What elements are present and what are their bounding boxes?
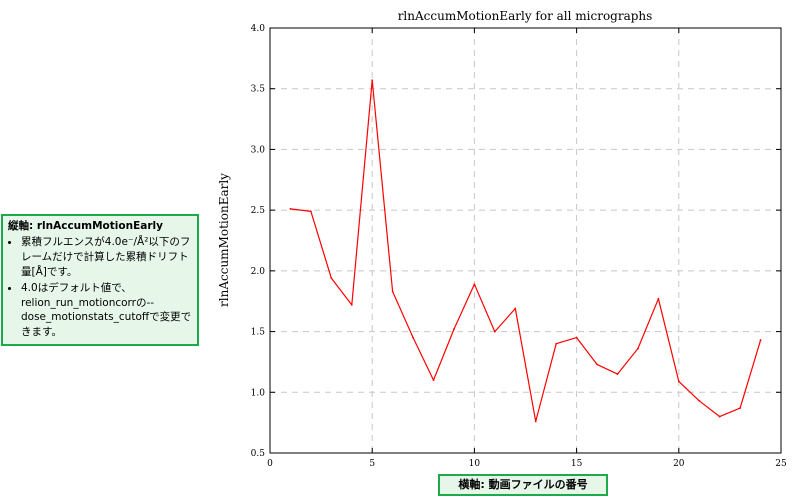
x-tick-label: 20 bbox=[673, 459, 685, 469]
chart-title: rlnAccumMotionEarly for all micrographs bbox=[398, 9, 653, 23]
y-axis-annotation-title: 縦軸: rlnAccumMotionEarly bbox=[8, 220, 163, 232]
y-axis-annotation: 縦軸: rlnAccumMotionEarly 累積フルエンスが4.0e⁻/Å²… bbox=[1, 214, 199, 347]
data-point bbox=[657, 297, 660, 300]
data-point bbox=[637, 347, 639, 350]
data-point bbox=[534, 420, 537, 423]
axis-ticks: 0 5 10 15 20 25 0.5 1.0 1.5 2.0 2.5 3.0 3.5 4.0 bbox=[251, 24, 787, 469]
data-point bbox=[330, 277, 333, 280]
data-point bbox=[289, 208, 292, 210]
data-point bbox=[759, 339, 762, 341]
series-line bbox=[290, 79, 762, 422]
y-tick-label: 3.5 bbox=[251, 85, 266, 95]
data-point bbox=[739, 407, 742, 409]
data-point bbox=[575, 336, 578, 339]
x-tick-label: 10 bbox=[469, 459, 481, 469]
y-tick-label: 4.0 bbox=[251, 24, 266, 34]
y-axis-annotation-bullet: 4.0はデフォルト値で、relion_run_motioncorrの--dose… bbox=[21, 280, 192, 341]
x-tick-label: 5 bbox=[369, 459, 375, 469]
data-point bbox=[698, 399, 701, 402]
plot-frame bbox=[269, 27, 782, 454]
data-point bbox=[453, 328, 455, 331]
data-point bbox=[596, 363, 598, 366]
data-point bbox=[616, 373, 619, 375]
series-layer bbox=[289, 79, 762, 423]
data-point bbox=[309, 210, 312, 213]
data-point bbox=[391, 290, 394, 293]
data-point bbox=[473, 283, 476, 286]
grid-lines bbox=[270, 28, 781, 453]
y-tick-label: 1.0 bbox=[251, 388, 266, 398]
y-tick-label: 0.5 bbox=[251, 449, 266, 459]
data-point bbox=[514, 307, 517, 310]
x-tick-label: 15 bbox=[571, 459, 583, 469]
x-axis-annotation: 横軸: 動画ファイルの番号 bbox=[438, 474, 608, 496]
data-point bbox=[493, 330, 496, 333]
y-tick-label: 2.0 bbox=[251, 267, 266, 277]
y-axis-label: rlnAccumMotionEarly bbox=[217, 173, 231, 307]
data-point bbox=[432, 379, 435, 382]
y-axis-annotation-bullet: 累積フルエンスが4.0e⁻/Å²以下のフレームだけで計算した累積ドリフト量[Å]… bbox=[21, 234, 192, 280]
data-point bbox=[350, 303, 353, 306]
y-tick-label: 2.5 bbox=[251, 206, 266, 216]
data-point bbox=[371, 79, 374, 82]
y-axis-annotation-list: 累積フルエンスが4.0e⁻/Å²以下のフレームだけで計算した累積ドリフト量[Å]… bbox=[8, 234, 192, 340]
data-point bbox=[718, 415, 721, 418]
x-tick-label: 25 bbox=[775, 459, 787, 469]
data-point bbox=[412, 336, 414, 339]
y-tick-label: 3.0 bbox=[251, 145, 266, 155]
x-tick-label: 0 bbox=[267, 459, 273, 469]
data-point bbox=[555, 342, 558, 345]
data-point bbox=[677, 380, 680, 383]
y-tick-label: 1.5 bbox=[251, 328, 266, 338]
